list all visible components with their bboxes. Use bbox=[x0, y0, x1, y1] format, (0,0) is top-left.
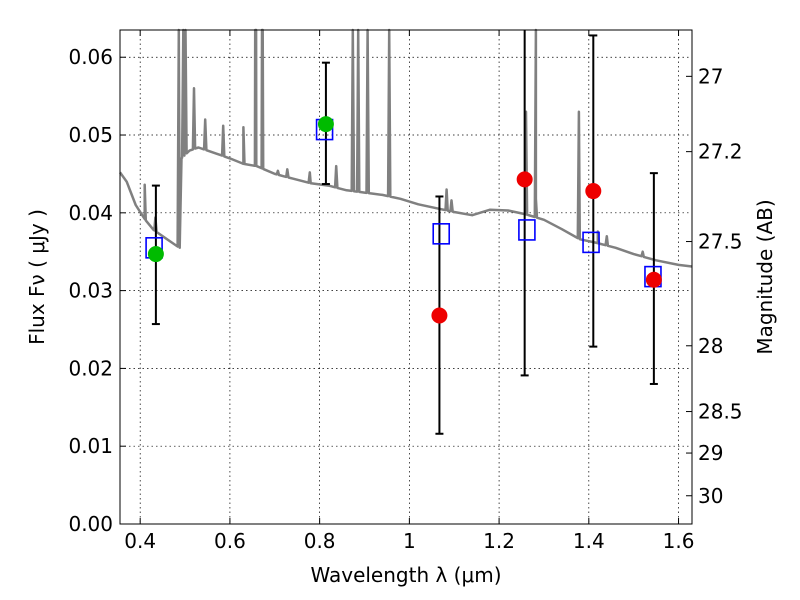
mag-tick-label: 27.2 bbox=[698, 140, 743, 164]
observed-flux-markers bbox=[147, 116, 662, 324]
model-flux-square bbox=[432, 223, 451, 245]
mag-tick-label: 27.5 bbox=[698, 230, 743, 254]
x-tick-label: 1.4 bbox=[573, 529, 605, 553]
y-axis-label: Flux Fν ( μJy ) bbox=[25, 209, 49, 345]
x-tick-label: 1.6 bbox=[663, 529, 695, 553]
mag-tick-label: 29 bbox=[698, 441, 723, 465]
y-tick-label: 0.01 bbox=[68, 434, 113, 458]
model-spectrum-line bbox=[118, 28, 693, 268]
y-tick-label: 0.00 bbox=[68, 512, 113, 536]
y-tick-label: 0.04 bbox=[68, 201, 113, 225]
observed-point bbox=[585, 183, 602, 200]
y-tick-label: 0.05 bbox=[68, 123, 113, 147]
mag-tick-label: 30 bbox=[698, 484, 723, 508]
axis-ticks: 0.4 0.6 0.8 1 1.2 1.4 1.6 0.00 0.01 0.02 0.03 0.04 0… bbox=[68, 30, 743, 553]
observed-point bbox=[645, 271, 662, 288]
observed-point bbox=[147, 246, 164, 263]
grid-lines bbox=[120, 30, 692, 525]
y-tick-label: 0.03 bbox=[68, 279, 113, 303]
error-bars bbox=[151, 30, 658, 435]
mag-tick-label: 28 bbox=[698, 334, 723, 358]
x-tick-label: 0.6 bbox=[214, 529, 246, 553]
observed-point bbox=[317, 116, 334, 133]
mag-tick-label: 27 bbox=[698, 64, 723, 88]
model-flux-square bbox=[582, 231, 600, 254]
model-spectrum bbox=[118, 28, 693, 268]
y-tick-label: 0.06 bbox=[68, 45, 113, 69]
magnitude-axis-label: Magnitude (AB) bbox=[753, 199, 777, 354]
observed-point bbox=[516, 171, 533, 188]
model-flux-square bbox=[518, 219, 536, 241]
plot-frame bbox=[119, 29, 693, 525]
x-tick-label: 1 bbox=[403, 529, 416, 553]
mag-tick-label: 28.5 bbox=[698, 400, 743, 424]
x-tick-label: 0.8 bbox=[304, 529, 336, 553]
x-tick-label: 0.4 bbox=[124, 529, 156, 553]
observed-point bbox=[431, 307, 448, 324]
y-tick-label: 0.02 bbox=[68, 356, 113, 380]
x-tick-label: 1.2 bbox=[483, 529, 515, 553]
x-axis-label: Wavelength λ (μm) bbox=[310, 563, 501, 587]
